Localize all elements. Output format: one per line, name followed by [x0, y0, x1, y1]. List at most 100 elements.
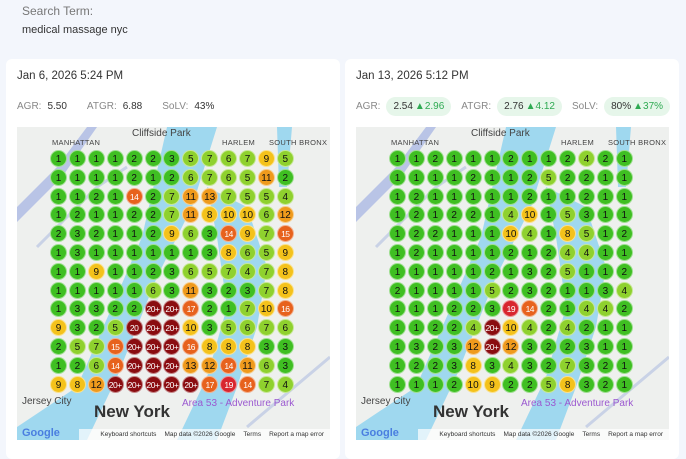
rank-pin[interactable]: 20+ [163, 300, 181, 318]
rank-pin[interactable]: 2 [502, 375, 520, 393]
rank-pin[interactable]: 2 [426, 356, 444, 374]
rank-pin[interactable]: 7 [257, 281, 275, 299]
rank-pin[interactable]: 3 [407, 338, 425, 355]
rank-pin[interactable]: 2 [502, 150, 520, 167]
rank-pin[interactable]: 1 [407, 300, 425, 318]
rank-pin[interactable]: 1 [483, 187, 501, 205]
rank-pin[interactable]: 8 [201, 338, 219, 355]
rank-pin[interactable]: 1 [106, 262, 124, 280]
rank-pin[interactable]: 1 [389, 262, 406, 280]
rank-pin[interactable]: 5 [220, 319, 238, 337]
rank-pin[interactable]: 1 [615, 319, 633, 337]
rank-pin[interactable]: 1 [389, 206, 406, 224]
rank-pin[interactable]: 5 [68, 338, 86, 355]
rank-pin[interactable]: 2 [464, 300, 482, 318]
rank-pin[interactable]: 1 [407, 168, 425, 186]
rank-pin[interactable]: 2 [540, 244, 558, 261]
rank-pin[interactable]: 12 [464, 338, 482, 355]
rank-pin[interactable]: 1 [426, 187, 444, 205]
rank-pin[interactable]: 2 [407, 356, 425, 374]
rank-pin[interactable]: 2 [50, 338, 67, 355]
rank-pin[interactable]: 3 [163, 150, 181, 167]
rank-pin[interactable]: 1 [182, 244, 200, 261]
rank-pin[interactable]: 2 [578, 168, 595, 186]
rank-pin[interactable]: 3 [521, 356, 539, 374]
rank-pin[interactable]: 1 [615, 150, 633, 167]
rank-pin[interactable]: 2 [464, 206, 482, 224]
rank-pin[interactable]: 2 [220, 281, 238, 299]
rank-pin[interactable]: 1 [464, 187, 482, 205]
rank-pin[interactable]: 1 [87, 150, 105, 167]
rank-pin[interactable]: 1 [540, 206, 558, 224]
rank-pin[interactable]: 1 [540, 187, 558, 205]
rank-pin[interactable]: 16 [276, 300, 294, 318]
rank-pin[interactable]: 9 [239, 225, 256, 243]
rank-pin[interactable]: 2 [596, 356, 614, 374]
rank-pin[interactable]: 2 [445, 319, 463, 337]
rank-pin[interactable]: 2 [559, 150, 577, 167]
rank-pin[interactable]: 1 [502, 168, 520, 186]
rank-pin[interactable]: 1 [407, 375, 425, 393]
rank-pin[interactable]: 1 [502, 262, 520, 280]
rank-pin[interactable]: 2 [445, 300, 463, 318]
rank-pin[interactable]: 1 [426, 244, 444, 261]
rank-pin[interactable]: 1 [464, 262, 482, 280]
keyboard-shortcuts-link[interactable]: Keyboard shortcuts [439, 431, 496, 438]
rank-pin[interactable]: 7 [559, 356, 577, 374]
rank-pin[interactable]: 1 [445, 187, 463, 205]
rank-pin[interactable]: 8 [276, 262, 294, 280]
rank-pin[interactable]: 10 [502, 225, 520, 243]
rank-pin[interactable]: 2 [502, 281, 520, 299]
rank-pin[interactable]: 6 [257, 356, 275, 374]
rank-pin[interactable]: 1 [106, 244, 124, 261]
rank-pin[interactable]: 1 [407, 319, 425, 337]
rank-pin[interactable]: 4 [521, 319, 539, 337]
rank-pin[interactable]: 20+ [125, 338, 143, 355]
rank-pin[interactable]: 2 [106, 300, 124, 318]
rank-pin[interactable]: 15 [276, 225, 294, 243]
rank-pin[interactable]: 1 [426, 300, 444, 318]
rank-pin[interactable]: 1 [50, 206, 67, 224]
rank-pin[interactable]: 2 [125, 168, 143, 186]
rank-pin[interactable]: 2 [407, 206, 425, 224]
rank-pin[interactable]: 4 [578, 300, 595, 318]
rank-pin[interactable]: 11 [257, 168, 275, 186]
rank-pin[interactable]: 3 [68, 300, 86, 318]
rank-pin[interactable]: 6 [182, 225, 200, 243]
rank-pin[interactable]: 20+ [106, 375, 124, 393]
rank-pin[interactable]: 3 [87, 300, 105, 318]
rank-pin[interactable]: 4 [559, 244, 577, 261]
rank-pin[interactable]: 9 [276, 244, 294, 261]
rank-pin[interactable]: 20+ [144, 300, 162, 318]
rank-pin[interactable]: 13 [201, 187, 219, 205]
rank-pin[interactable]: 3 [201, 281, 219, 299]
rank-pin[interactable]: 20+ [144, 338, 162, 355]
rank-pin[interactable]: 8 [559, 225, 577, 243]
rank-pin[interactable]: 5 [239, 187, 256, 205]
rank-pin[interactable]: 1 [521, 244, 539, 261]
rank-pin[interactable]: 1 [389, 187, 406, 205]
rank-pin[interactable]: 1 [87, 206, 105, 224]
rank-pin[interactable]: 7 [163, 187, 181, 205]
rank-pin[interactable]: 14 [125, 187, 143, 205]
rank-pin[interactable]: 2 [276, 168, 294, 186]
rank-pin[interactable]: 1 [125, 244, 143, 261]
rank-pin[interactable]: 20+ [163, 319, 181, 337]
rank-pin[interactable]: 4 [559, 319, 577, 337]
rank-pin[interactable]: 4 [521, 225, 539, 243]
rank-pin[interactable]: 1 [464, 281, 482, 299]
rank-pin[interactable]: 2 [426, 150, 444, 167]
rank-pin[interactable]: 7 [163, 206, 181, 224]
terms-link[interactable]: Terms [243, 431, 262, 438]
rank-pin[interactable]: 3 [445, 338, 463, 355]
rank-pin[interactable]: 5 [201, 262, 219, 280]
rank-pin[interactable]: 4 [276, 375, 294, 393]
rank-pin[interactable]: 1 [483, 168, 501, 186]
rank-pin[interactable]: 1 [407, 150, 425, 167]
rank-pin[interactable]: 6 [220, 168, 238, 186]
rank-pin[interactable]: 2 [201, 300, 219, 318]
rank-pin[interactable]: 7 [239, 300, 256, 318]
rank-pin[interactable]: 2 [426, 319, 444, 337]
rank-pin[interactable]: 6 [182, 168, 200, 186]
rank-pin[interactable]: 4 [464, 319, 482, 337]
